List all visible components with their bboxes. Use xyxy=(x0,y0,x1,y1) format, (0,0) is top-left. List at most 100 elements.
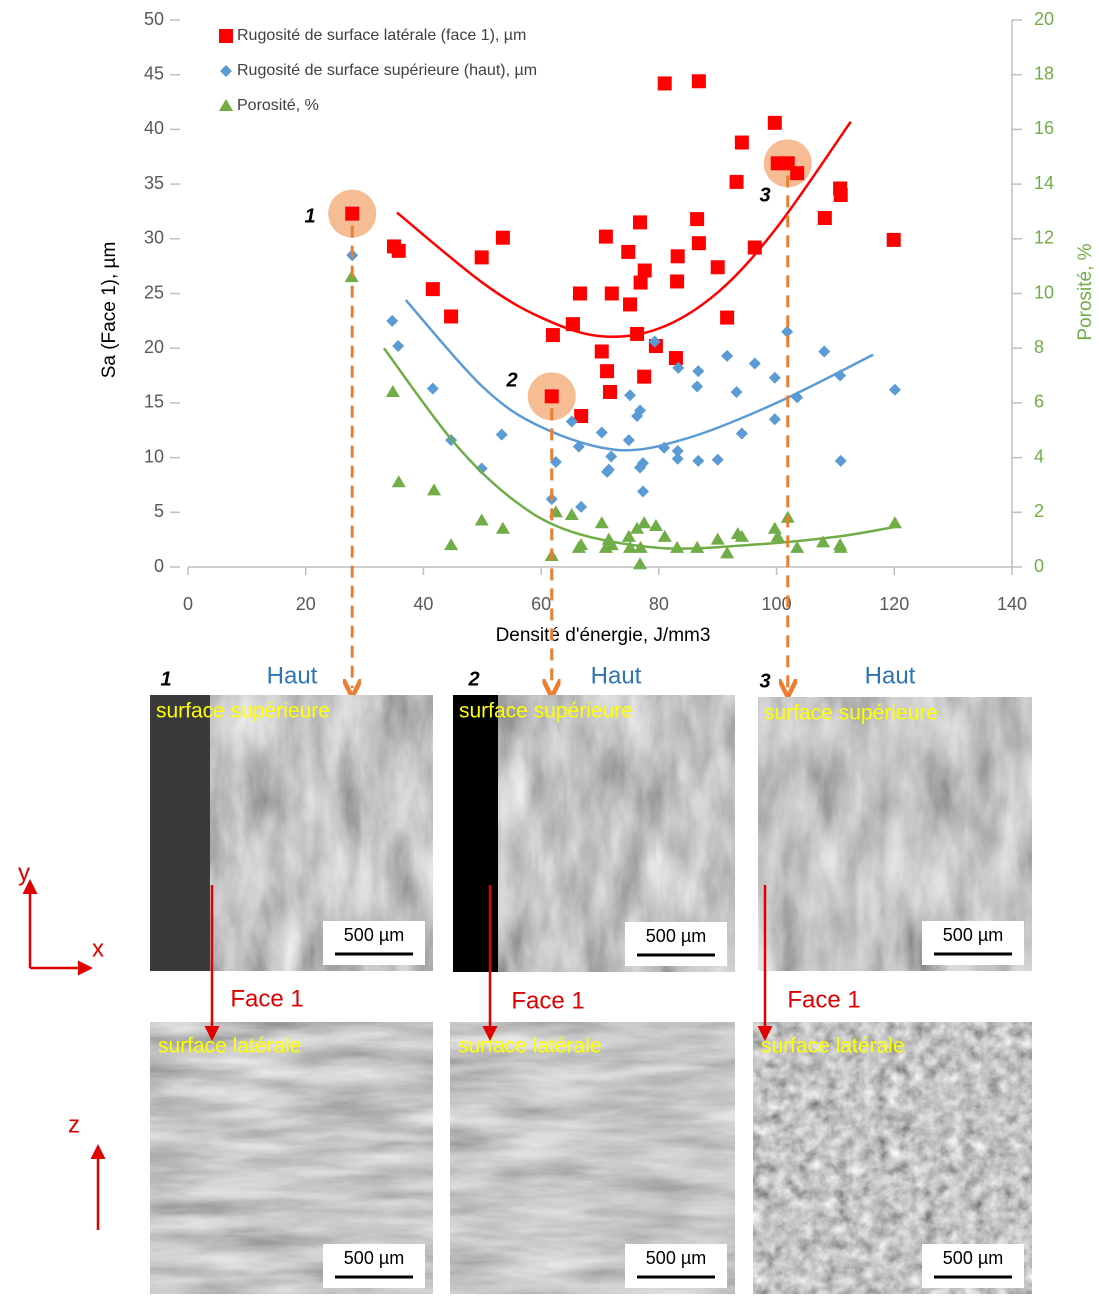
annotation: 3 xyxy=(759,184,770,206)
point xyxy=(495,428,508,441)
point xyxy=(633,275,648,290)
y2-tick-label: 12 xyxy=(1034,228,1054,248)
point xyxy=(886,232,901,247)
y2-tick-label: 2 xyxy=(1034,501,1044,521)
point xyxy=(444,309,459,324)
trendline xyxy=(404,299,874,452)
point xyxy=(572,440,585,453)
x-tick-label: 140 xyxy=(997,594,1027,614)
point xyxy=(692,454,705,467)
point xyxy=(495,230,510,245)
y-label: y xyxy=(18,859,30,886)
y-axis-title: Sa (Face 1), µm xyxy=(99,242,120,379)
point xyxy=(565,415,578,428)
scale-label: 500 µm xyxy=(646,1248,706,1268)
y2-tick-label: 0 xyxy=(1034,556,1044,576)
point xyxy=(671,445,684,458)
point xyxy=(670,274,685,289)
point xyxy=(544,389,559,404)
top-caption: surface supérieure xyxy=(459,700,633,723)
point xyxy=(425,282,440,297)
x-tick-label: 60 xyxy=(531,594,551,614)
point xyxy=(747,240,762,255)
point xyxy=(735,427,748,440)
point xyxy=(605,450,618,463)
point xyxy=(426,382,439,395)
point xyxy=(767,115,782,130)
point xyxy=(657,76,672,91)
point xyxy=(633,540,648,553)
point xyxy=(574,409,589,424)
y2-tick-label: 18 xyxy=(1034,63,1054,83)
y-tick-label: 10 xyxy=(144,446,164,466)
point xyxy=(623,540,638,553)
scale-label: 500 µm xyxy=(943,1248,1003,1268)
chart: 0 20 40 60 80 100 120 1400510152025303540455002… xyxy=(99,9,1096,688)
point xyxy=(600,364,615,379)
point xyxy=(711,453,724,466)
point xyxy=(633,215,648,230)
point xyxy=(604,286,619,301)
side-caption: surface latérale xyxy=(158,1035,302,1058)
point xyxy=(621,244,636,259)
point xyxy=(657,529,672,542)
point xyxy=(790,166,805,181)
point xyxy=(385,384,400,397)
point xyxy=(219,29,233,43)
scale-box xyxy=(922,921,1024,965)
point xyxy=(887,516,902,529)
point xyxy=(888,383,901,396)
x-tick-label: 20 xyxy=(296,594,316,614)
point xyxy=(834,369,847,382)
point xyxy=(392,340,405,353)
point xyxy=(604,538,619,551)
y-tick-label: 15 xyxy=(144,392,164,412)
point xyxy=(427,483,442,496)
scale-label: 500 µm xyxy=(344,1248,404,1268)
y-tick-label: 20 xyxy=(144,337,164,357)
point xyxy=(220,65,232,77)
x-tick-label: 0 xyxy=(183,594,193,614)
point xyxy=(790,540,805,553)
scale-label: 500 µm xyxy=(646,926,706,946)
y2-tick-label: 20 xyxy=(1034,9,1054,29)
view-label: Haut xyxy=(591,662,642,689)
x-tick-label: 80 xyxy=(649,594,669,614)
point xyxy=(691,380,704,393)
point xyxy=(691,74,706,89)
point xyxy=(734,529,749,542)
legend-label: Porosité, % xyxy=(237,97,319,114)
point xyxy=(833,188,848,203)
y2-tick-label: 6 xyxy=(1034,392,1044,412)
point xyxy=(720,546,735,559)
point xyxy=(623,297,638,312)
point xyxy=(595,426,608,439)
edge-strip xyxy=(150,695,210,971)
point xyxy=(391,243,406,258)
scale-box xyxy=(922,1244,1024,1288)
point xyxy=(345,206,360,221)
point xyxy=(574,538,589,551)
point xyxy=(622,434,635,447)
point xyxy=(670,540,685,553)
view-label: Haut xyxy=(267,662,318,689)
point xyxy=(594,344,609,359)
point xyxy=(603,384,618,399)
point xyxy=(630,326,645,341)
face-label: Face 1 xyxy=(511,987,584,1014)
y-tick-label: 45 xyxy=(144,63,164,83)
panel-label: 1 xyxy=(160,668,171,690)
point xyxy=(633,557,648,570)
scale-label: 500 µm xyxy=(943,925,1003,945)
view-label: Haut xyxy=(865,662,916,689)
y-tick-label: 50 xyxy=(144,9,164,29)
point xyxy=(748,357,761,370)
point xyxy=(565,317,580,332)
point xyxy=(690,212,705,227)
point xyxy=(690,540,705,553)
y2-tick-label: 16 xyxy=(1034,118,1054,138)
point xyxy=(572,286,587,301)
point xyxy=(475,462,488,475)
point xyxy=(391,475,406,488)
